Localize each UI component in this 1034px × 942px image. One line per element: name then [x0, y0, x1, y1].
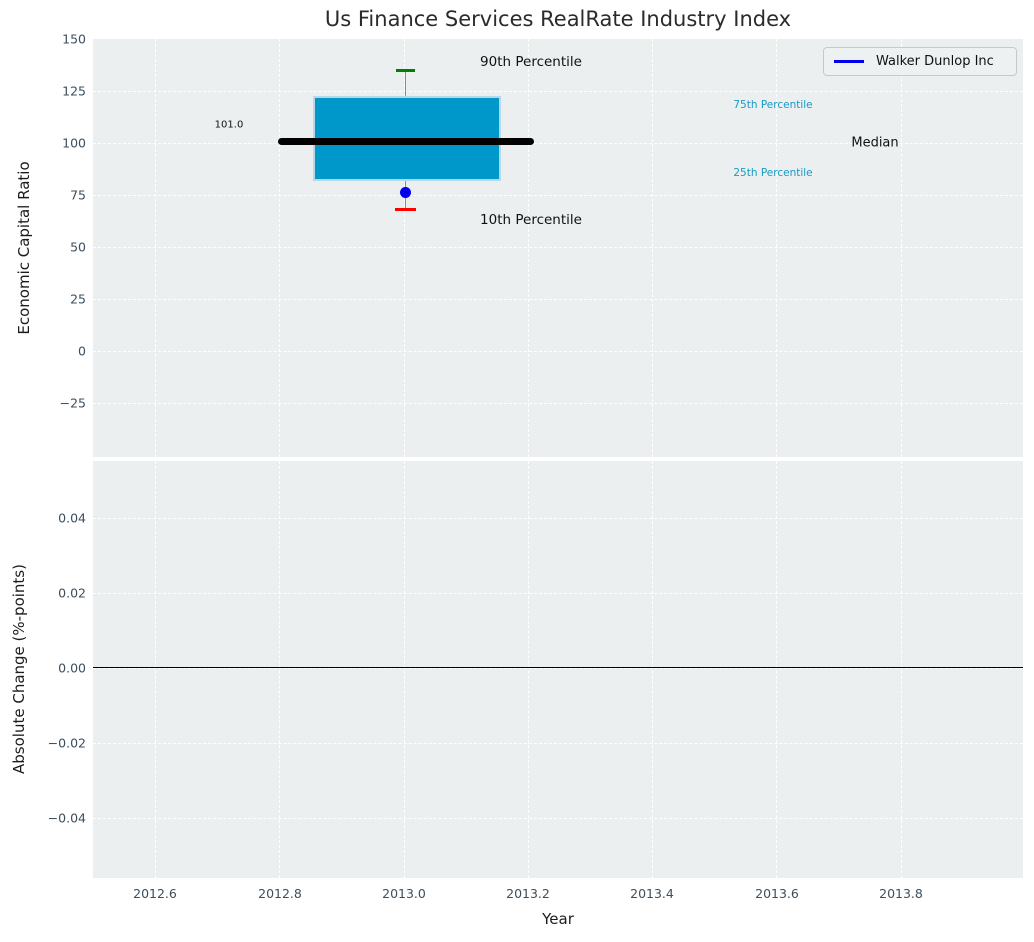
ytick-label: 0.02: [58, 585, 86, 601]
xtick-label: 2013.2: [506, 886, 550, 901]
x-axis-label: Year: [542, 910, 574, 928]
gridline: [93, 818, 1023, 819]
gridline: [403, 461, 405, 878]
median-value-annotation: 101.0: [214, 119, 244, 131]
top-plot-area: 90th Percentile 10th Percentile 75th Per…: [93, 39, 1023, 457]
gridline: [93, 91, 1023, 92]
gridline: [93, 299, 1023, 300]
gridline: [93, 247, 1023, 248]
gridline: [776, 39, 777, 457]
p90-cap: [396, 69, 415, 72]
xtick-label: 2013.8: [879, 886, 923, 901]
legend: Walker Dunlop Inc: [823, 47, 1017, 76]
ytick-label: 125: [62, 83, 86, 99]
ytick-label: 100: [62, 135, 86, 151]
gridline: [528, 39, 529, 457]
median-annotation: Median: [851, 135, 899, 151]
gridline: [93, 743, 1023, 744]
gridline: [93, 195, 1023, 196]
company-data-point: [400, 187, 411, 198]
gridline: [652, 461, 653, 878]
gridline: [155, 461, 156, 878]
p25-annotation: 25th Percentile: [733, 167, 813, 179]
ytick-label: 75: [70, 187, 86, 203]
top-y-axis-label: Economic Capital Ratio: [15, 161, 33, 335]
gridline: [652, 39, 653, 457]
gridline: [155, 39, 156, 457]
p75-annotation: 75th Percentile: [733, 99, 813, 111]
gridline: [93, 351, 1023, 352]
xtick-label: 2013.4: [630, 886, 674, 901]
xtick-label: 2013.0: [382, 886, 426, 901]
ytick-label: −0.02: [47, 735, 86, 751]
ytick-label: 0.00: [58, 660, 86, 676]
legend-label: Walker Dunlop Inc: [876, 54, 994, 69]
gridline: [901, 461, 902, 878]
gridline: [403, 39, 405, 457]
p10-annotation: 10th Percentile: [480, 212, 582, 228]
bottom-plot-area: [93, 461, 1023, 878]
ytick-label: 0.04: [58, 510, 86, 526]
p90-annotation: 90th Percentile: [480, 54, 582, 70]
median-line: [278, 138, 534, 145]
gridline: [93, 143, 1023, 144]
ytick-label: 150: [62, 31, 86, 47]
ytick-label: 50: [70, 239, 86, 255]
p10-cap: [395, 208, 416, 211]
xtick-label: 2012.8: [258, 886, 302, 901]
gridline: [93, 668, 1023, 669]
gridline: [279, 461, 280, 878]
gridline: [93, 403, 1023, 404]
xtick-label: 2013.6: [755, 886, 799, 901]
zero-baseline: [93, 667, 1023, 668]
gridline: [776, 461, 777, 878]
gridline: [279, 39, 280, 457]
bottom-y-axis-label: Absolute Change (%-points): [10, 564, 28, 774]
ytick-label: 25: [70, 291, 86, 307]
gridline: [528, 461, 529, 878]
chart-title: Us Finance Services RealRate Industry In…: [324, 7, 792, 31]
gridline: [901, 39, 902, 457]
legend-line-swatch: [834, 60, 864, 63]
ytick-label: −25: [59, 395, 86, 411]
gridline: [93, 518, 1023, 519]
ytick-label: 0: [78, 343, 86, 359]
ytick-label: −0.04: [47, 810, 86, 826]
gridline: [93, 593, 1023, 594]
xtick-label: 2012.6: [133, 886, 177, 901]
